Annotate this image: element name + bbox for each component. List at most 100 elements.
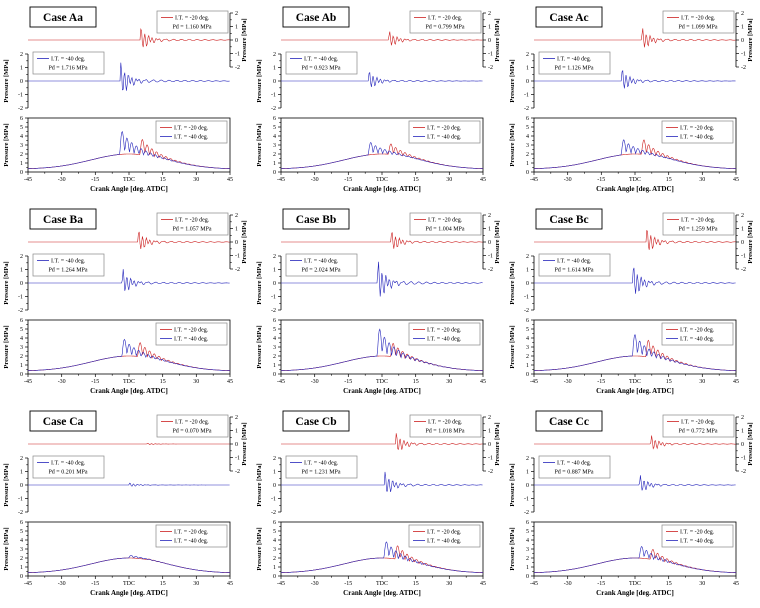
svg-text:-2: -2	[524, 510, 529, 516]
y-axis-label: Pressure [MPa]	[494, 18, 501, 61]
svg-text:5: 5	[273, 327, 276, 333]
x-axis-label: Crank Angle [deg. ATDC]	[343, 589, 421, 597]
svg-text:I.T. = -40 deg.: I.T. = -40 deg.	[51, 57, 86, 63]
legend-blue: I.T. = -40 deg. Pd = 1.126 MPa	[538, 51, 611, 75]
svg-text:Case Cb: Case Cb	[295, 416, 336, 428]
svg-text:0: 0	[273, 483, 276, 489]
svg-text:15: 15	[666, 177, 672, 183]
svg-text:30: 30	[193, 177, 199, 183]
svg-text:Pd = 1.004 MPa: Pd = 1.004 MPa	[425, 227, 464, 233]
svg-text:I.T. = -20 deg.: I.T. = -20 deg.	[427, 126, 462, 132]
svg-text:15: 15	[160, 581, 166, 587]
y-axis-label: Pressure [MPa]	[3, 123, 10, 166]
svg-text:-45: -45	[277, 379, 285, 385]
svg-text:I.T. = -20 deg.: I.T. = -20 deg.	[680, 328, 715, 334]
svg-text:15: 15	[413, 177, 419, 183]
svg-text:-45: -45	[277, 177, 285, 183]
svg-text:0: 0	[273, 574, 276, 580]
y-axis-label: Pressure [MPa]	[747, 422, 754, 465]
red-trace	[281, 232, 483, 249]
svg-text:2: 2	[20, 52, 23, 58]
subplot-blue-oscillation: 2 1 0 -1 -2 Pressure [MPa] I.T. = -40 deg. Pd …	[256, 253, 483, 314]
legend-blue: I.T. = -40 deg. Pd = 0.887 MPa	[538, 455, 611, 479]
svg-text:15: 15	[160, 177, 166, 183]
svg-text:Case Ab: Case Ab	[296, 12, 337, 24]
svg-text:1: 1	[235, 227, 238, 233]
case-title: Case Ba	[29, 208, 97, 230]
svg-text:2: 2	[526, 152, 529, 158]
legend-combined: I.T. = -20 deg. I.T. = -40 deg.	[155, 524, 228, 548]
red-trace	[534, 139, 737, 169]
svg-text:-30: -30	[311, 177, 319, 183]
svg-text:I.T. = -40 deg.: I.T. = -40 deg.	[557, 461, 592, 467]
red-trace	[28, 442, 230, 445]
svg-text:I.T. = -40 deg.: I.T. = -40 deg.	[427, 135, 462, 141]
svg-text:45: 45	[480, 581, 486, 587]
svg-text:I.T. = -40 deg.: I.T. = -40 deg.	[557, 57, 592, 63]
svg-text:1: 1	[235, 429, 238, 435]
svg-text:0: 0	[20, 170, 23, 176]
svg-text:3: 3	[526, 547, 529, 553]
svg-text:1: 1	[526, 470, 529, 476]
svg-text:-2: -2	[741, 267, 746, 273]
svg-text:-30: -30	[58, 379, 66, 385]
svg-text:-1: -1	[235, 254, 240, 260]
legend-red: I.T. = -20 deg. Pd = 1.057 MPa	[156, 212, 229, 236]
svg-text:5: 5	[20, 125, 23, 131]
svg-text:1: 1	[273, 66, 276, 72]
svg-text:Pd = 2.024 MPa: Pd = 2.024 MPa	[301, 268, 340, 274]
legend-combined: I.T. = -20 deg. I.T. = -40 deg.	[408, 322, 481, 346]
red-trace	[534, 435, 736, 450]
y-axis-label: Pressure [MPa]	[256, 463, 263, 506]
legend-red: I.T. = -20 deg. Pd = 1.018 MPa	[409, 414, 482, 438]
svg-text:-2: -2	[524, 308, 529, 314]
svg-text:30: 30	[193, 379, 199, 385]
svg-text:-1: -1	[741, 254, 746, 260]
y-axis-label: Pressure [MPa]	[256, 325, 263, 368]
svg-text:-2: -2	[741, 65, 746, 71]
y-axis-label: Pressure [MPa]	[509, 261, 516, 304]
svg-text:1: 1	[526, 66, 529, 72]
svg-text:5: 5	[526, 327, 529, 333]
legend-blue: I.T. = -40 deg. Pd = 1.231 MPa	[285, 455, 358, 479]
svg-text:Pd = 1.259 MPa: Pd = 1.259 MPa	[678, 227, 717, 233]
svg-text:-30: -30	[311, 581, 319, 587]
svg-text:I.T. = -40 deg.: I.T. = -40 deg.	[680, 337, 715, 343]
svg-text:TDC: TDC	[376, 379, 388, 385]
svg-text:4: 4	[526, 134, 529, 140]
svg-text:2: 2	[273, 254, 276, 260]
blue-trace	[281, 71, 483, 88]
svg-text:2: 2	[273, 556, 276, 562]
blue-trace	[534, 546, 736, 573]
svg-text:1: 1	[741, 429, 744, 435]
blue-trace	[534, 475, 736, 491]
case-title: Case Aa	[29, 6, 97, 28]
svg-text:-45: -45	[530, 379, 538, 385]
svg-text:3: 3	[20, 547, 23, 553]
x-axis-label: Crank Angle [deg. ATDC]	[343, 387, 421, 395]
x-axis-label: Crank Angle [deg. ATDC]	[343, 185, 421, 193]
svg-text:1: 1	[235, 25, 238, 31]
svg-text:I.T. = -20 deg.: I.T. = -20 deg.	[175, 16, 210, 22]
x-axis-label: Crank Angle [deg. ATDC]	[90, 185, 168, 193]
svg-text:4: 4	[20, 134, 23, 140]
svg-text:Pd = 0.799 MPa: Pd = 0.799 MPa	[425, 25, 464, 31]
svg-text:2: 2	[526, 52, 529, 58]
svg-text:-2: -2	[18, 106, 23, 112]
y-axis-label: Pressure [MPa]	[3, 261, 10, 304]
svg-text:I.T. = -40 deg.: I.T. = -40 deg.	[680, 539, 715, 545]
svg-text:Pd = 0.070 MPa: Pd = 0.070 MPa	[172, 429, 211, 435]
red-trace	[281, 433, 483, 450]
legend-red: I.T. = -20 deg. Pd = 1.160 MPa	[156, 10, 229, 34]
svg-text:Pd = 1.099 MPa: Pd = 1.099 MPa	[678, 25, 717, 31]
svg-text:2: 2	[20, 254, 23, 260]
svg-text:I.T. = -40 deg.: I.T. = -40 deg.	[427, 337, 462, 343]
svg-text:0: 0	[741, 38, 744, 44]
